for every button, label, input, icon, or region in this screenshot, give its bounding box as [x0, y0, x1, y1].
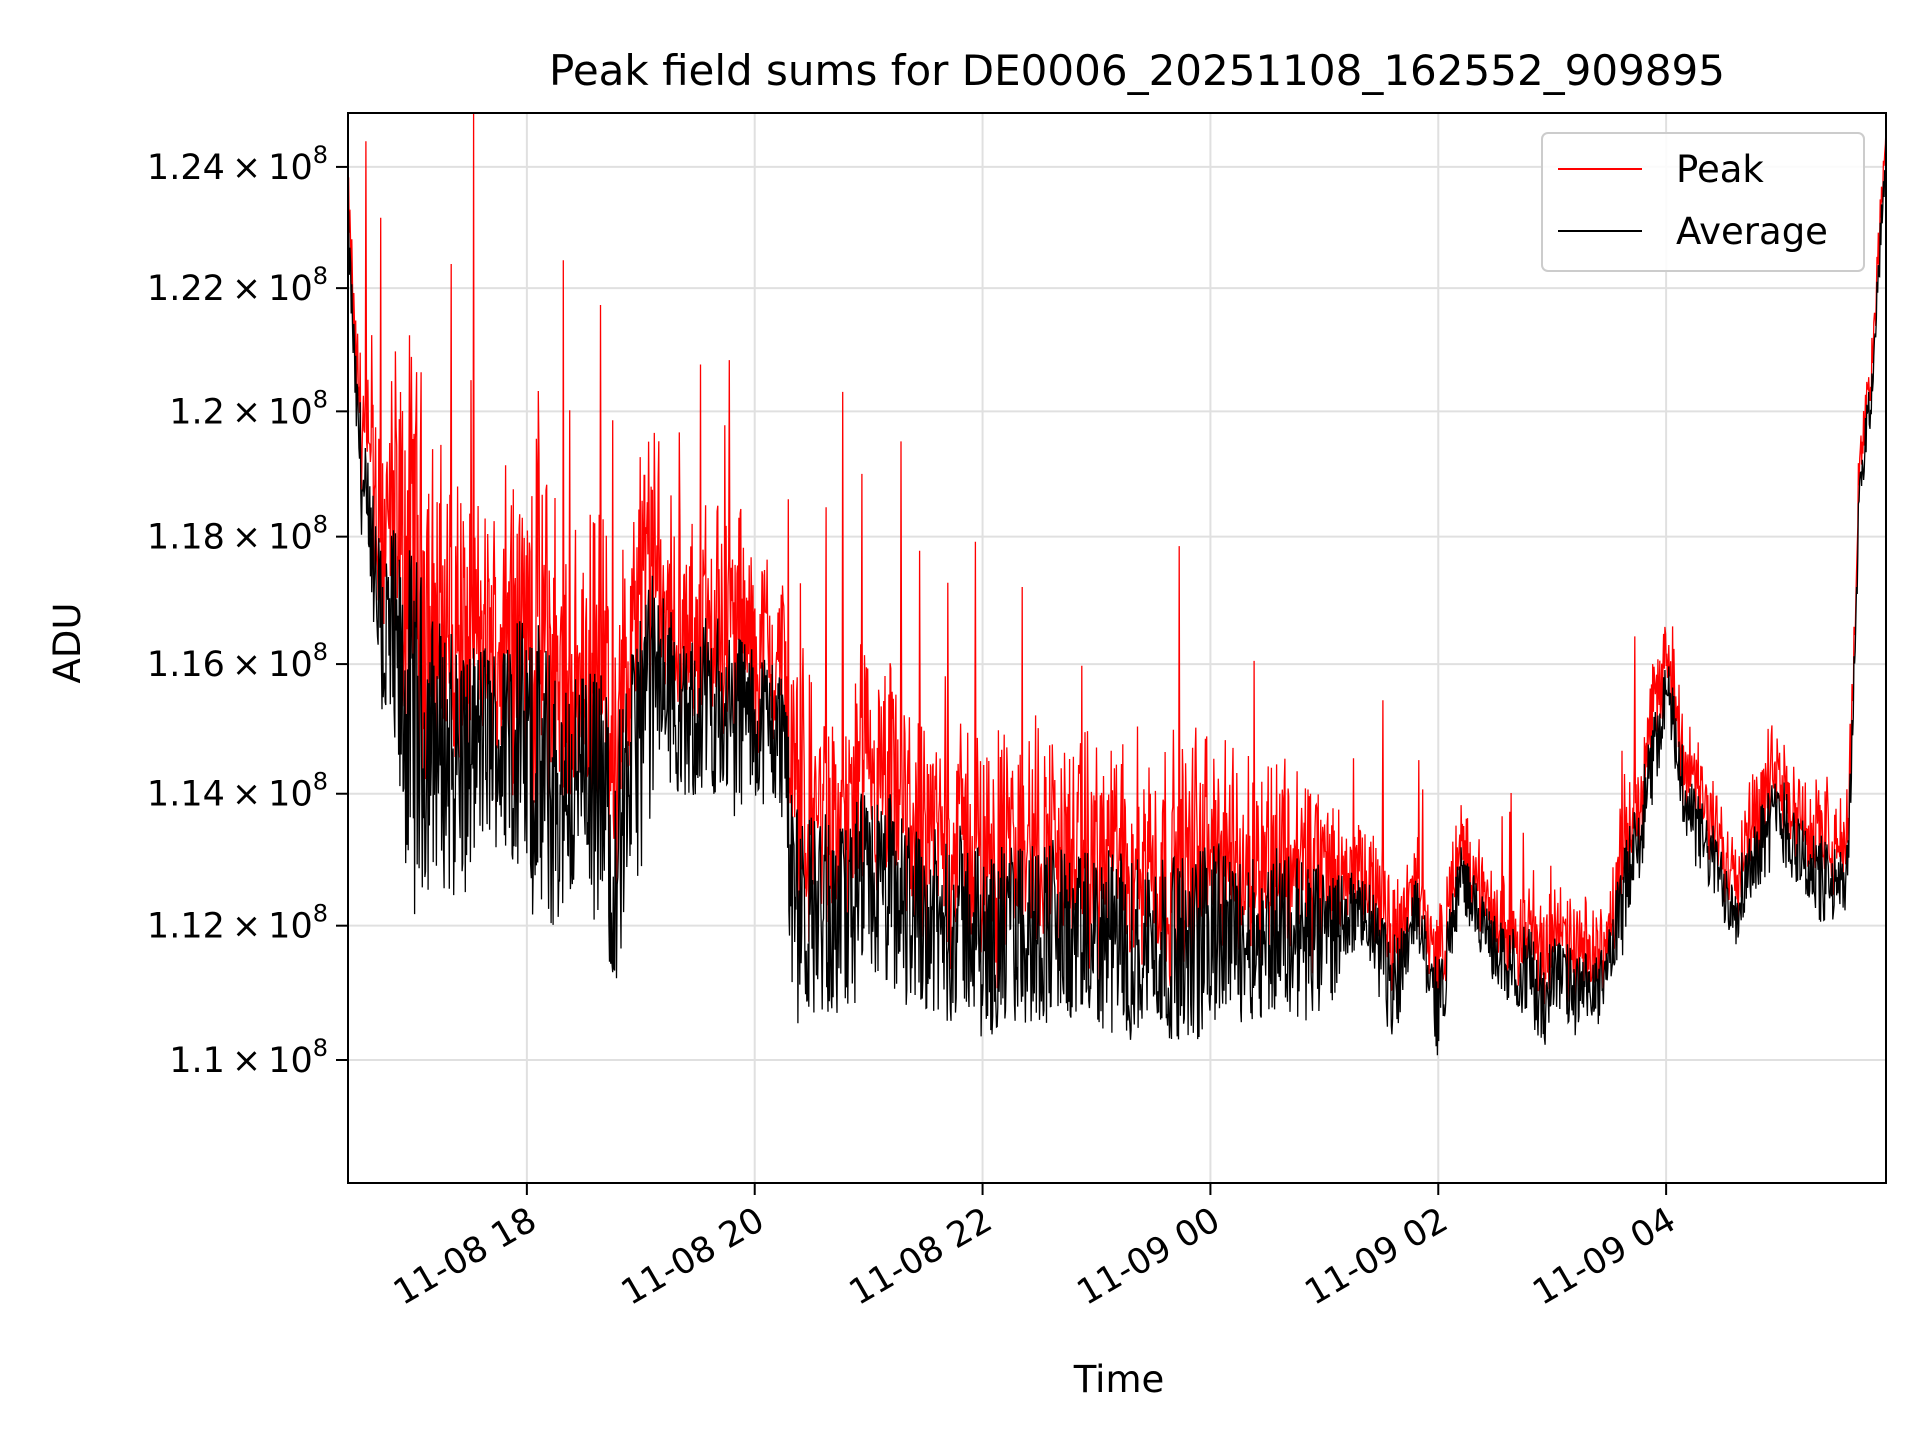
y-tick-base: 10 — [268, 907, 313, 947]
y-tick-label: 1.12 × 108 — [147, 900, 328, 947]
y-tick-label: 1.18 × 108 — [147, 511, 328, 558]
y-tick-mantissa: 1.18 — [147, 518, 225, 558]
y-tick-label: 1.2 × 108 — [169, 385, 328, 432]
legend: Peak Average — [1541, 132, 1865, 272]
y-tick-mantissa: 1.24 — [147, 148, 225, 188]
y-tick-exponent: 8 — [313, 385, 328, 413]
y-tick-times: × — [225, 269, 268, 309]
y-tick-label: 1.22 × 108 — [147, 262, 328, 309]
x-axis-label: Time — [1073, 1358, 1165, 1401]
y-tick-times: × — [225, 1041, 268, 1081]
y-tick-base: 10 — [268, 392, 313, 432]
y-tick-times: × — [225, 775, 268, 815]
y-tick-mantissa: 1.12 — [147, 907, 225, 947]
legend-box — [1541, 132, 1865, 272]
y-tick-base: 10 — [268, 148, 313, 188]
y-tick-mantissa: 1.2 — [169, 392, 225, 432]
y-tick-exponent: 8 — [313, 768, 328, 796]
y-tick-base: 10 — [268, 518, 313, 558]
y-tick-label: 1.1 × 108 — [169, 1034, 328, 1081]
y-tick-exponent: 8 — [313, 262, 328, 290]
y-tick-mantissa: 1.14 — [147, 775, 225, 815]
y-tick-times: × — [225, 645, 268, 685]
y-tick-exponent: 8 — [313, 1034, 328, 1062]
y-axis-label: ADU — [46, 603, 89, 684]
series-line-peak — [348, 113, 1886, 1014]
y-tick-base: 10 — [268, 645, 313, 685]
axes-frame — [347, 112, 1887, 1184]
y-tick-base: 10 — [268, 775, 313, 815]
y-tick-base: 10 — [268, 269, 313, 309]
y-tick-times: × — [225, 518, 268, 558]
y-tick-mantissa: 1.16 — [147, 645, 225, 685]
legend-label-peak: Peak — [1676, 148, 1764, 191]
chart-title: Peak field sums for DE0006_20251108_1625… — [549, 46, 1725, 95]
y-tick-times: × — [225, 907, 268, 947]
y-tick-exponent: 8 — [313, 141, 328, 169]
series-line-average — [348, 156, 1886, 1056]
y-tick-exponent: 8 — [313, 511, 328, 539]
series-layer — [348, 113, 1886, 1056]
y-tick-label: 1.16 × 108 — [147, 638, 328, 685]
y-tick-exponent: 8 — [313, 900, 328, 928]
y-tick-times: × — [225, 392, 268, 432]
y-tick-mantissa: 1.22 — [147, 269, 225, 309]
y-tick-exponent: 8 — [313, 638, 328, 666]
y-tick-label: 1.14 × 108 — [147, 768, 328, 815]
y-tick-times: × — [225, 148, 268, 188]
legend-label-average: Average — [1676, 210, 1828, 253]
y-tick-label: 1.24 × 108 — [147, 141, 328, 188]
y-tick-mantissa: 1.1 — [169, 1041, 225, 1081]
y-tick-base: 10 — [268, 1041, 313, 1081]
